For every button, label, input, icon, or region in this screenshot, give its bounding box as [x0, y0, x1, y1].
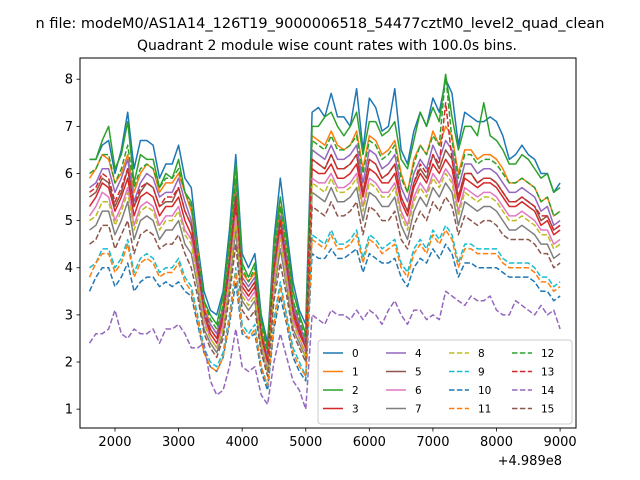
x-tick-label: 2000 [98, 435, 131, 450]
series-line-3 [88, 158, 561, 363]
y-tick-label: 7 [65, 120, 73, 135]
chart-title: n file: modeM0/AS1A14_126T19_9000006518_… [36, 16, 605, 32]
y-tick-label: 3 [65, 308, 73, 323]
x-tick-label: 7000 [416, 435, 449, 450]
series-layer [88, 73, 561, 410]
legend-box [317, 339, 573, 425]
y-tick-label: 6 [65, 167, 73, 182]
legend-label-4: 4 [415, 348, 422, 360]
legend-label-7: 7 [415, 404, 422, 416]
series-line-14 [88, 290, 561, 410]
y-tick-label: 5 [65, 214, 73, 229]
legend-label-10: 10 [478, 385, 491, 397]
series-line-15 [89, 196, 561, 377]
legend-label-9: 9 [478, 367, 485, 379]
series-line-2 [89, 73, 561, 349]
legend-label-0: 0 [352, 348, 359, 360]
series-line-1 [88, 125, 561, 359]
series-line-6 [88, 168, 561, 368]
legend-label-3: 3 [352, 404, 359, 416]
legend-label-2: 2 [352, 385, 359, 397]
chart-subtitle: Quadrant 2 module wise count rates with … [137, 38, 517, 54]
series-line-13 [89, 102, 561, 363]
series-line-10 [88, 243, 561, 392]
y-tick-label: 4 [65, 261, 73, 276]
legend-label-6: 6 [415, 385, 422, 397]
x-tick-label: 9000 [544, 435, 577, 450]
series-line-12 [89, 73, 561, 354]
legend-label-15: 15 [541, 404, 554, 416]
x-tick-label: 6000 [353, 435, 386, 450]
x-axis: 2000 3000 4000 5000 6000 7000 8000 9000 [98, 428, 577, 450]
x-tick-label: 4000 [226, 435, 259, 450]
legend-label-8: 8 [478, 348, 485, 360]
series-line-7 [89, 182, 561, 373]
legend-label-1: 1 [352, 367, 359, 379]
y-tick-label: 1 [65, 403, 73, 418]
y-tick-label: 2 [65, 356, 73, 371]
legend-label-5: 5 [415, 367, 422, 379]
series-line-4 [89, 139, 561, 359]
y-tick-label: 8 [65, 73, 73, 88]
plot-frame [79, 57, 577, 429]
x-offset-label: +4.989e8 [498, 454, 562, 469]
legend-label-11: 11 [478, 404, 491, 416]
series-line-8 [89, 172, 561, 373]
x-tick-label: 8000 [480, 435, 513, 450]
x-tick-label: 5000 [289, 435, 322, 450]
legend-label-13: 13 [541, 367, 554, 379]
legend-label-14: 14 [541, 385, 555, 397]
legend-label-12: 12 [541, 348, 554, 360]
series-line-11 [88, 229, 561, 387]
x-tick-label: 3000 [162, 435, 195, 450]
y-axis: 1 2 3 4 5 6 7 8 [65, 73, 80, 418]
